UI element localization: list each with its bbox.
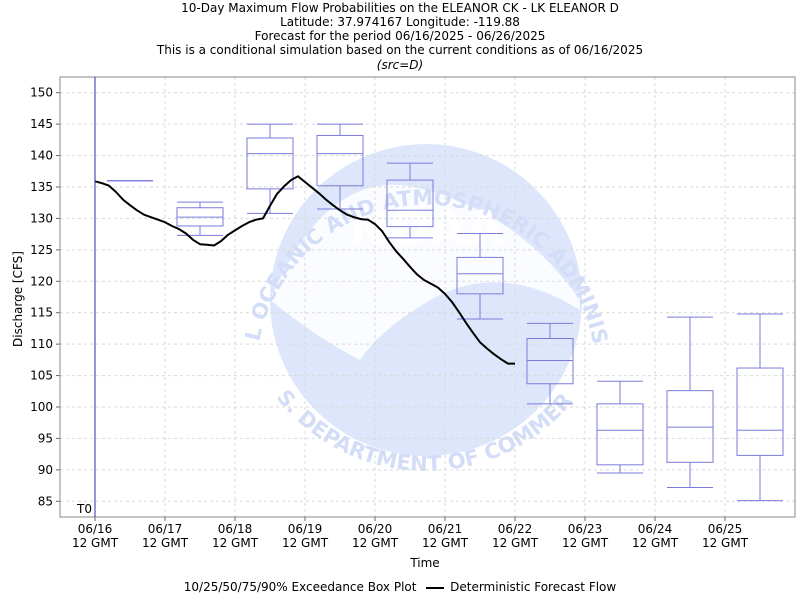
y-tick-label: 145 <box>30 117 53 131</box>
y-tick-label: 105 <box>30 369 53 383</box>
x-tick-time: 12 GMT <box>282 536 329 550</box>
box-plot <box>316 123 364 210</box>
chart-source: (src=D) <box>376 58 424 72</box>
box-iqr <box>736 367 784 456</box>
x-tick-time: 12 GMT <box>72 536 119 550</box>
axes: 85 90 95 100 105 110 115 120 125 130 135 140 145 150 0… <box>30 76 796 550</box>
box-plot <box>246 123 294 214</box>
y-axis-title: Discharge [CFS] <box>11 251 25 347</box>
y-tick-label: 120 <box>30 274 53 288</box>
x-tick-date: 06/19 <box>288 522 323 536</box>
x-tick-time: 12 GMT <box>562 536 609 550</box>
box-plot <box>666 316 714 488</box>
box-plot <box>736 313 784 502</box>
legend: 10/25/50/75/90% Exceedance Box Plot Dete… <box>0 580 800 594</box>
x-tick-time: 12 GMT <box>212 536 259 550</box>
t0-label: T0 <box>76 502 92 516</box>
noaa-watermark: NOAA NATIONAL OCEANIC AND ATMOSPHERIC AD… <box>0 0 612 476</box>
x-tick-time: 12 GMT <box>352 536 399 550</box>
box-plot <box>596 380 644 474</box>
box-plot <box>386 162 434 239</box>
box-iqr <box>666 390 714 463</box>
y-tick-label: 110 <box>30 337 53 351</box>
y-tick-label: 140 <box>30 149 53 163</box>
chart-location: Latitude: 37.974167 Longitude: -119.88 <box>280 15 520 29</box>
x-tick-time: 12 GMT <box>702 536 749 550</box>
x-tick-time: 12 GMT <box>142 536 189 550</box>
x-axis-title: Time <box>409 556 439 570</box>
x-tick-date: 06/18 <box>218 522 253 536</box>
x-tick-date: 06/21 <box>428 522 463 536</box>
box-iqr <box>456 256 504 295</box>
forecast-flow-line <box>94 175 515 365</box>
plot-frame <box>59 76 796 518</box>
x-tick-date: 06/17 <box>148 522 183 536</box>
x-tick-time: 12 GMT <box>422 536 469 550</box>
legend-line-swatch <box>426 586 445 589</box>
y-tick-label: 125 <box>30 243 53 257</box>
x-tick-date: 06/16 <box>78 522 113 536</box>
y-tick-label: 85 <box>38 494 53 508</box>
y-tick-label: 135 <box>30 180 53 194</box>
box-iqr <box>386 179 434 228</box>
chart-condition: This is a conditional simulation based o… <box>156 43 644 57</box>
box-iqr <box>246 137 294 190</box>
box-iqr <box>596 403 644 466</box>
grid <box>60 77 795 517</box>
box-iqr <box>316 134 364 187</box>
chart-period: Forecast for the period 06/16/2025 - 06/… <box>254 29 546 43</box>
x-tick-date: 06/24 <box>638 522 673 536</box>
x-tick-date: 06/23 <box>568 522 603 536</box>
y-tick-label: 90 <box>38 463 53 477</box>
y-tick-label: 100 <box>30 400 53 414</box>
x-tick-date: 06/22 <box>498 522 533 536</box>
noaa-emblem-bird <box>270 184 580 360</box>
forecast-series <box>94 175 515 365</box>
x-tick-date: 06/25 <box>708 522 743 536</box>
x-tick-time: 12 GMT <box>492 536 539 550</box>
legend-line-label: Deterministic Forecast Flow <box>450 580 617 594</box>
y-tick-label: 150 <box>30 86 53 100</box>
y-tick-label: 130 <box>30 211 53 225</box>
y-tick-label: 115 <box>30 306 53 320</box>
box-plot <box>176 201 224 236</box>
legend-box-label: 10/25/50/75/90% Exceedance Box Plot <box>183 580 417 594</box>
box-iqr <box>526 337 574 385</box>
box-plot <box>526 322 574 405</box>
box-plots <box>107 123 784 502</box>
chart-title: 10-Day Maximum Flow Probabilities on the… <box>181 1 619 15</box>
y-tick-label: 95 <box>38 431 53 445</box>
x-tick-time: 12 GMT <box>632 536 679 550</box>
x-tick-date: 06/20 <box>358 522 393 536</box>
